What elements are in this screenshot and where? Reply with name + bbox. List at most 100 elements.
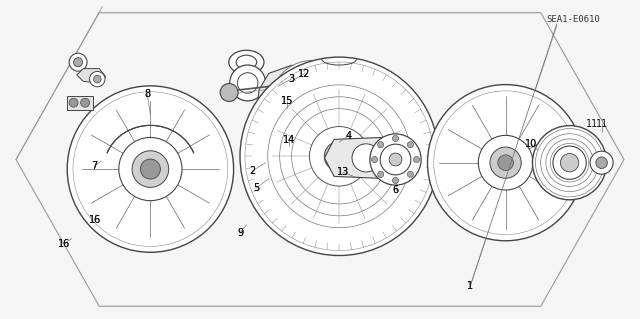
Text: 7: 7 [92,161,98,171]
Text: 12: 12 [298,69,310,79]
Text: 15: 15 [280,96,293,107]
Circle shape [140,159,161,179]
Polygon shape [324,137,401,179]
Circle shape [285,145,293,153]
Circle shape [389,153,402,166]
Circle shape [413,156,420,163]
Polygon shape [67,96,93,110]
Text: SEA1-E0610: SEA1-E0610 [546,15,600,24]
Text: 10: 10 [525,138,538,149]
Text: 8: 8 [144,89,150,99]
Circle shape [377,145,387,156]
Circle shape [245,62,433,250]
Circle shape [280,97,399,216]
Text: 8: 8 [144,89,150,99]
Circle shape [285,74,295,85]
Circle shape [392,136,399,142]
Circle shape [280,99,293,112]
Text: 13: 13 [337,167,349,177]
Polygon shape [273,98,301,112]
Ellipse shape [236,55,257,69]
Text: 11: 11 [595,119,608,130]
Text: 3: 3 [288,74,294,84]
Circle shape [380,153,390,163]
Text: 12: 12 [298,69,310,79]
Text: 16: 16 [88,215,101,225]
Text: 9: 9 [237,228,243,238]
Circle shape [371,156,378,163]
Circle shape [132,151,169,187]
Circle shape [282,142,297,157]
Text: 2: 2 [250,166,256,176]
Text: 2: 2 [250,166,256,176]
Text: 1: 1 [467,280,474,291]
Circle shape [220,84,238,101]
Circle shape [553,146,586,179]
Circle shape [490,147,521,178]
Text: 4: 4 [346,130,352,141]
Circle shape [532,126,607,200]
Circle shape [392,177,399,183]
Circle shape [407,171,413,177]
Circle shape [370,134,421,185]
Text: 5: 5 [253,183,259,193]
Text: 16: 16 [58,239,70,249]
Text: 14: 14 [283,135,296,145]
Text: 3: 3 [288,74,294,84]
Ellipse shape [229,50,264,74]
Circle shape [268,85,411,228]
Circle shape [590,151,613,174]
Circle shape [478,135,533,190]
Circle shape [377,160,387,170]
Circle shape [330,120,340,130]
Text: 5: 5 [253,183,259,193]
Circle shape [330,74,340,85]
Circle shape [67,86,234,252]
Polygon shape [16,13,624,306]
Circle shape [536,129,604,197]
Circle shape [69,98,78,107]
Circle shape [73,92,228,247]
Circle shape [550,143,589,182]
Circle shape [378,142,384,148]
Circle shape [90,71,105,87]
Circle shape [352,144,380,172]
Polygon shape [256,65,365,140]
Circle shape [74,58,83,67]
Text: 10: 10 [525,138,538,149]
Circle shape [81,98,90,107]
Text: 14: 14 [283,135,296,145]
Circle shape [240,57,438,256]
Text: 4: 4 [346,130,352,141]
Circle shape [498,155,513,170]
Circle shape [380,144,411,175]
Text: 16: 16 [88,215,101,225]
Circle shape [69,53,87,71]
Circle shape [596,157,607,168]
Text: 13: 13 [337,167,349,177]
Circle shape [285,120,295,130]
Circle shape [119,137,182,201]
Text: 6: 6 [392,185,399,195]
Circle shape [324,141,354,171]
Circle shape [428,85,584,241]
Circle shape [93,75,101,83]
Circle shape [292,109,387,204]
Circle shape [310,127,369,186]
Circle shape [434,91,577,234]
Text: 15: 15 [280,96,293,107]
Circle shape [271,61,354,144]
Circle shape [296,86,328,118]
Circle shape [407,142,413,148]
Text: 7: 7 [92,161,98,171]
Text: 11: 11 [586,119,598,130]
Circle shape [237,73,258,93]
Text: 1: 1 [467,280,474,291]
Text: 6: 6 [392,185,399,195]
Circle shape [230,65,266,101]
Circle shape [546,139,593,186]
Text: 16: 16 [58,239,70,249]
Polygon shape [77,69,106,83]
Circle shape [378,171,384,177]
Text: 9: 9 [237,228,243,238]
